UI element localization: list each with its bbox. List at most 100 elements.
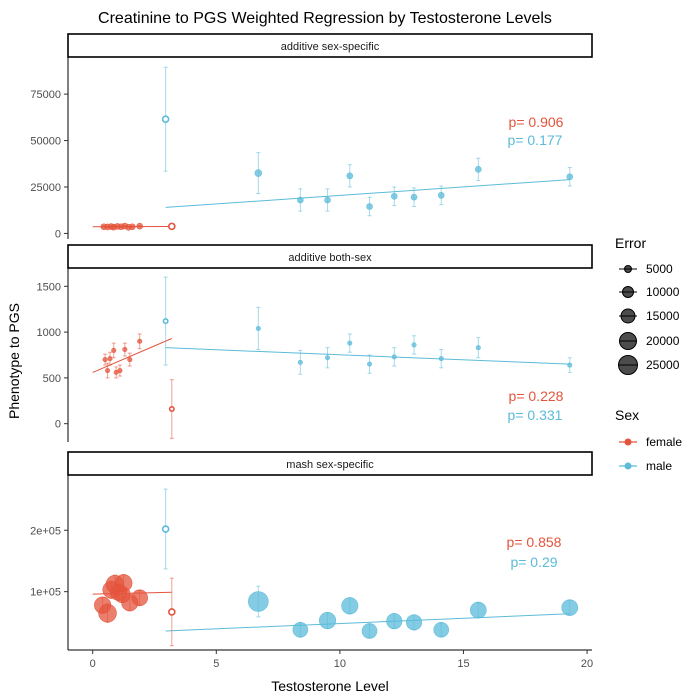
- male-point: [162, 318, 169, 325]
- panel-strip-label: additive both-sex: [288, 252, 372, 264]
- male-point: [391, 354, 397, 360]
- male-point: [438, 356, 444, 362]
- panel-2: additive both-sex 0 500 1000 1500 p= 0.228 p= …: [37, 244, 593, 442]
- panel-strip: [67, 33, 593, 58]
- error-legend-label: 15000: [646, 309, 680, 323]
- error-legend-key: [620, 308, 636, 324]
- sex-legend-title: Sex: [615, 407, 639, 423]
- panel-3: mash sex-specific 1e+05 2e+05 p= 0.858 p= 0.…: [30, 451, 593, 650]
- male-point: [567, 362, 573, 368]
- male-point: [297, 196, 304, 204]
- female-point: [117, 368, 123, 374]
- female-point: [98, 603, 117, 623]
- male-fit-line: [165, 179, 570, 208]
- error-legend-label: 5000: [646, 262, 673, 276]
- male-point: [346, 172, 354, 180]
- y-tick-label: 1500: [37, 281, 61, 293]
- male-point: [366, 203, 373, 210]
- panel-strip: [67, 451, 593, 476]
- error-legend-key: [618, 355, 638, 375]
- male-point: [386, 613, 403, 630]
- female-legend-key: [624, 438, 632, 446]
- error-legend-key: [624, 265, 632, 273]
- female-point: [168, 608, 176, 616]
- female-point: [122, 347, 128, 353]
- male-point: [367, 361, 373, 367]
- y-tick-label: 0: [55, 419, 61, 431]
- male-pvalue-label: p= 0.331: [508, 407, 563, 423]
- male-point: [297, 359, 303, 365]
- x-tick-label: 10: [334, 658, 346, 670]
- male-point: [292, 621, 309, 638]
- male-point: [405, 614, 423, 631]
- error-legend-key: [619, 332, 637, 350]
- male-point: [324, 196, 331, 204]
- male-point: [470, 601, 487, 619]
- error-legend-title: Error: [615, 235, 646, 251]
- male-point: [254, 169, 263, 177]
- chart-title: Creatinine to PGS Weighted Regression by…: [98, 10, 552, 27]
- male-fit-line: [165, 347, 570, 365]
- male-point: [341, 597, 359, 615]
- male-point: [475, 166, 482, 173]
- female-pvalue-label: p= 0.858: [507, 534, 562, 550]
- male-point: [347, 340, 353, 346]
- female-pvalue-label: p= 0.906: [509, 114, 564, 130]
- male-point: [255, 325, 261, 331]
- female-point: [128, 223, 136, 231]
- y-axis-title: Phenotype to PGS: [6, 303, 22, 419]
- x-tick-label: 20: [581, 658, 593, 670]
- error-legend-key: [622, 286, 634, 298]
- male-pvalue-label: p= 0.29: [510, 554, 557, 570]
- x-axis: 0 5 10 15 20: [68, 649, 593, 670]
- y-tick-label: 50000: [30, 136, 61, 148]
- male-point: [411, 342, 417, 348]
- female-legend-label: female: [646, 435, 682, 449]
- female-point: [111, 347, 117, 353]
- male-point: [475, 345, 481, 351]
- y-tick-label: 2e+05: [30, 525, 61, 537]
- male-point: [248, 591, 269, 612]
- female-point: [137, 338, 143, 344]
- male-legend-key: [624, 462, 632, 470]
- female-point: [102, 357, 108, 363]
- y-tick-label: 0: [55, 228, 61, 240]
- female-fit-line: [92, 338, 173, 373]
- y-tick-label: 1e+05: [30, 587, 61, 599]
- female-point: [107, 356, 113, 362]
- male-point: [410, 193, 418, 201]
- panels: additive sex-specific 0 25000 50000 75000 p= …: [30, 33, 593, 650]
- y-tick-label: 1000: [37, 327, 61, 339]
- male-point: [361, 623, 378, 639]
- male-point: [561, 599, 579, 616]
- male-point: [325, 355, 331, 361]
- male-point: [566, 173, 574, 181]
- male-point: [433, 621, 450, 638]
- male-legend-label: male: [646, 459, 672, 473]
- male-point: [390, 192, 398, 200]
- female-point: [131, 589, 148, 607]
- panel-strip-label: mash sex-specific: [286, 459, 374, 471]
- error-legend-label: 10000: [646, 285, 680, 299]
- panel-strip: [67, 244, 593, 269]
- x-tick-label: 15: [457, 658, 469, 670]
- error-legend-label: 20000: [646, 334, 680, 348]
- female-point: [168, 222, 176, 231]
- panel-1: additive sex-specific 0 25000 50000 75000 p= …: [30, 33, 593, 240]
- y-tick-label: 500: [43, 373, 61, 385]
- female-point: [127, 357, 133, 363]
- male-point: [161, 115, 170, 124]
- error-legend-label: 25000: [646, 358, 680, 372]
- panel-strip-label: additive sex-specific: [281, 41, 380, 53]
- male-fit-line: [165, 613, 570, 632]
- male-pvalue-label: p= 0.177: [508, 132, 563, 148]
- y-tick-label: 75000: [30, 89, 61, 101]
- y-tick-label: 25000: [30, 182, 61, 194]
- male-point: [318, 611, 337, 630]
- female-point: [136, 222, 143, 230]
- female-pvalue-label: p= 0.228: [509, 388, 564, 404]
- female-point: [168, 406, 175, 413]
